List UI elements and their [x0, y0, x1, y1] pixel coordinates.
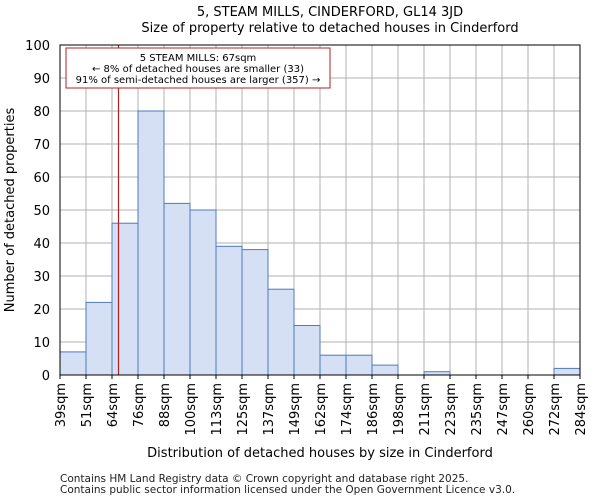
x-tick-label: 284sqm: [574, 383, 589, 436]
x-axis-label: Distribution of detached houses by size …: [147, 446, 493, 461]
y-tick-label: 10: [33, 336, 50, 351]
bar: [371, 364, 399, 376]
bar: [85, 301, 113, 376]
y-tick-label: 100: [25, 39, 50, 54]
annotation-line-1: 5 STEAM MILLS: 67sqm: [140, 53, 257, 64]
bar: [553, 367, 581, 376]
y-tick-label: 50: [33, 204, 50, 219]
bar: [163, 202, 191, 376]
x-tick-label: 64sqm: [106, 383, 121, 427]
bar: [137, 110, 165, 376]
bar: [345, 354, 373, 376]
x-tick-label: 125sqm: [236, 383, 251, 436]
x-tick-label: 39sqm: [54, 383, 69, 427]
bar: [189, 209, 217, 376]
x-tick-label: 247sqm: [496, 383, 511, 436]
annotation-box: 5 STEAM MILLS: 67sqm ← 8% of detached ho…: [65, 47, 331, 89]
annotation-line-3: 91% of semi-detached houses are larger (…: [76, 75, 321, 86]
x-tick-label: 235sqm: [470, 383, 485, 436]
x-tick-label: 113sqm: [210, 383, 225, 436]
chart-subtitle: Size of property relative to detached ho…: [141, 21, 518, 36]
bar: [215, 245, 243, 376]
x-tick-label: 137sqm: [262, 383, 277, 436]
y-axis-label: Number of detached properties: [3, 108, 18, 313]
chart-title: 5, STEAM MILLS, CINDERFORD, GL14 3JD: [197, 5, 463, 20]
x-tick-label: 162sqm: [314, 383, 329, 436]
y-tick-label: 60: [33, 171, 50, 186]
x-tick-label: 149sqm: [288, 383, 303, 436]
y-tick-label: 70: [33, 138, 50, 153]
bars: [59, 110, 581, 376]
bar: [59, 351, 87, 376]
annotation-line-2: ← 8% of detached houses are smaller (33): [92, 64, 304, 75]
y-tick-label: 20: [33, 303, 50, 318]
y-tick-label: 90: [33, 72, 50, 87]
x-ticks: 39sqm 51sqm 64sqm 76sqm 88sqm 100sqm 113sqm 125…: [54, 375, 589, 436]
x-tick-label: 211sqm: [418, 383, 433, 436]
y-tick-label: 40: [33, 237, 50, 252]
bar: [267, 288, 295, 376]
x-tick-label: 174sqm: [340, 383, 355, 436]
bar: [293, 325, 321, 376]
x-tick-label: 100sqm: [184, 383, 199, 436]
x-tick-label: 51sqm: [80, 383, 95, 427]
x-tick-label: 260sqm: [522, 383, 537, 436]
footer-line-1: Contains HM Land Registry data © Crown c…: [60, 473, 469, 485]
x-tick-label: 223sqm: [444, 383, 459, 436]
x-tick-label: 88sqm: [158, 383, 173, 427]
y-ticks: 0 10 20 30 40 50 60 70 80 90 100: [25, 39, 50, 384]
y-tick-label: 30: [33, 270, 50, 285]
bar: [319, 354, 347, 376]
y-tick-label: 80: [33, 105, 50, 120]
bar: [111, 222, 139, 376]
x-tick-label: 76sqm: [132, 383, 147, 427]
bar: [241, 249, 269, 376]
x-tick-label: 186sqm: [366, 383, 381, 436]
footer-line-2: Contains public sector information licen…: [60, 484, 516, 496]
x-tick-label: 272sqm: [548, 383, 563, 436]
x-tick-label: 198sqm: [392, 383, 407, 436]
y-tick-label: 0: [42, 369, 50, 384]
